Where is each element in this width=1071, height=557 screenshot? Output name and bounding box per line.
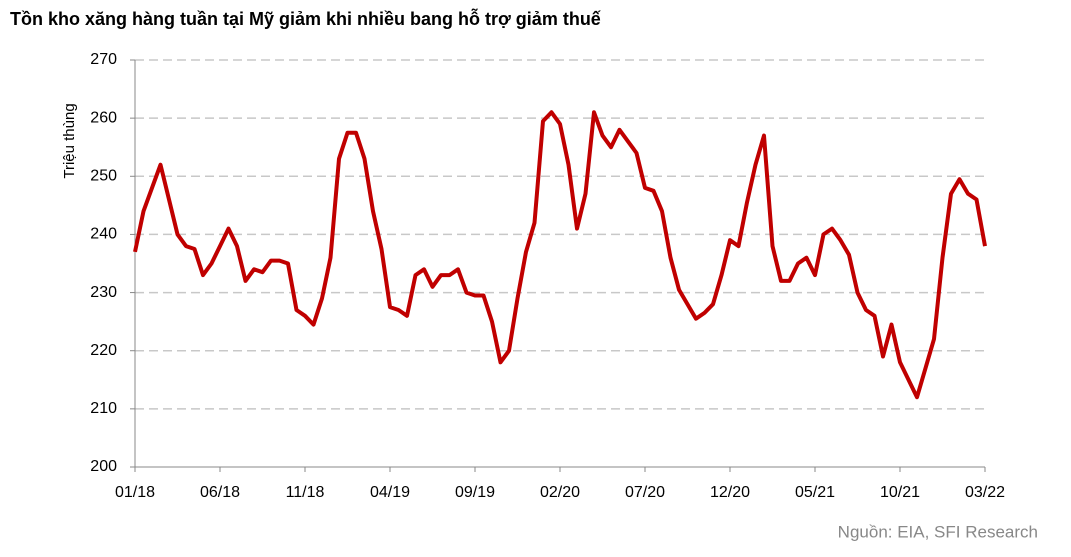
y-tick-label: 230 <box>90 284 117 301</box>
line <box>133 110 987 400</box>
y-axis-label: Triệu thùng <box>61 103 78 178</box>
y-tick-label: 260 <box>90 109 117 126</box>
y-tick-label: 200 <box>90 458 117 475</box>
source: Nguồn: EIA, SFI Research <box>838 522 1038 541</box>
x-tick-label: 07/20 <box>625 484 665 501</box>
x-tick-label: 03/22 <box>965 484 1005 501</box>
x-tick-label: 09/19 <box>455 484 495 501</box>
x-tick-label: 05/21 <box>795 484 835 501</box>
x-tick-label: 04/19 <box>370 484 410 501</box>
x-tick-label: 11/18 <box>286 484 325 501</box>
chart-title: Tồn kho xăng hàng tuần tại Mỹ giảm khi n… <box>10 8 602 29</box>
x-tick-label: 02/20 <box>540 484 580 501</box>
x-tick-label: 01/18 <box>115 484 155 501</box>
y-tick-label: 210 <box>90 400 117 417</box>
y-tick-label: 220 <box>90 342 117 359</box>
y-tick-label: 250 <box>90 168 117 185</box>
x-tick-label: 10/21 <box>880 484 920 501</box>
y-tick-label: 270 <box>90 51 117 68</box>
y-tick-label: 240 <box>90 226 117 243</box>
x-tick-label: 12/20 <box>710 484 750 501</box>
x-tick-label: 06/18 <box>200 484 240 501</box>
